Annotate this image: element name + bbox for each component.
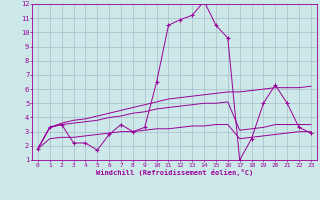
X-axis label: Windchill (Refroidissement éolien,°C): Windchill (Refroidissement éolien,°C) [96,169,253,176]
